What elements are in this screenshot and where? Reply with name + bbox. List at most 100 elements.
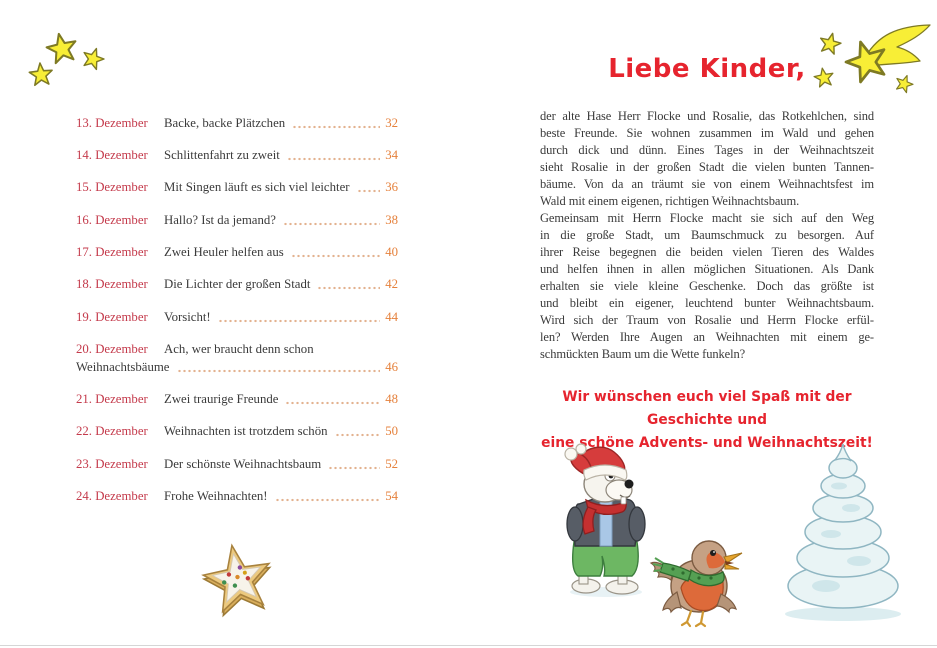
star-icon	[27, 61, 54, 87]
toc-entry-title: Zwei Heuler helfen aus	[164, 245, 284, 259]
toc-entry: 20. Dezember Ach, wer braucht denn schon	[76, 342, 398, 357]
toc-entry: 21. Dezember Zwei traurige Freunde 48	[76, 392, 398, 407]
star-icon	[892, 72, 916, 95]
intro-line: Wird sich der Traum von Rosalie und Herr…	[540, 313, 874, 327]
toc-leader-dots	[282, 222, 381, 226]
intro-line: Gemeinsam mit Herrn Flocke macht sie sic…	[540, 211, 874, 225]
robin-rosalie-illustration	[649, 540, 743, 628]
toc-entry-continuation: Weihnachtsbäume 46	[76, 360, 398, 375]
toc-entry-title: Mit Singen läuft es sich viel leichter	[164, 180, 350, 194]
toc-entry-title: Vorsicht!	[164, 310, 211, 324]
toc-entry-page: 44	[385, 310, 398, 324]
toc-leader-dots	[274, 498, 381, 502]
intro-line: beste Freunde. Sie wohnen zusammen im Wa…	[540, 126, 874, 140]
intro-line: ihrer Reise begegnen die beiden vielen T…	[540, 245, 874, 259]
star-cookie-illustration	[197, 540, 279, 620]
intro-line: und bleibt ein eigener, leuchtend bunter…	[540, 296, 874, 310]
hare-herr-flocke-illustration	[564, 443, 646, 597]
toc-entry-page: 46	[385, 360, 398, 374]
intro-line: bäume. Von da an träumt sie von einem We…	[540, 177, 874, 191]
toc-entry-date: 18. Dezember	[76, 277, 148, 291]
toc-entry-page: 32	[385, 116, 398, 130]
toc-leader-dots	[328, 466, 381, 470]
closing-line: Wir wünschen euch viel Spaß mit der Gesc…	[562, 389, 852, 428]
toc-entry-title: Hallo? Ist da jemand?	[164, 213, 276, 227]
star-icon	[816, 30, 844, 56]
toc-leader-dots	[317, 286, 381, 290]
toc-entry-page: 40	[385, 245, 398, 259]
toc-entry-page: 36	[385, 180, 398, 194]
toc-entry-title: Die Lichter der großen Stadt	[164, 277, 311, 291]
toc-entry-page: 48	[385, 392, 398, 406]
toc-entry: 18. Dezember Die Lichter der großen Stad…	[76, 277, 398, 292]
toc-entry-page: 34	[385, 148, 398, 162]
toc-entry-date: 20. Dezember	[76, 342, 148, 356]
toc-entry: 24. Dezember Frohe Weihnachten! 54	[76, 489, 398, 504]
toc-entry: 22. Dezember Weihnachten ist trotzdem sc…	[76, 424, 398, 439]
toc-leader-dots	[334, 433, 381, 437]
comet-tail-icon	[865, 24, 931, 67]
page-title: Liebe Kinder,	[608, 54, 806, 84]
toc-entry-date: 15. Dezember	[76, 180, 148, 194]
toc-entry-date: 22. Dezember	[76, 424, 148, 438]
hare-icon	[564, 443, 646, 597]
intro-line: in die große Stadt, um Baumschmuck zu be…	[540, 228, 874, 242]
toc-entry-page: 38	[385, 213, 398, 227]
toc-leader-dots	[176, 369, 381, 373]
toc-entry: 17. Dezember Zwei Heuler helfen aus 40	[76, 245, 398, 260]
intro-line: erhalten sie viele kleine Geschenke. Doc…	[540, 279, 874, 293]
toc-entry-page: 42	[385, 277, 398, 291]
intro-text: der alte Hase Herr Flocke und Rosalie, d…	[540, 108, 874, 363]
toc-entry-title: Backe, backe Plätzchen	[164, 116, 286, 130]
toc-entry-date: 23. Dezember	[76, 457, 148, 471]
toc-leader-dots	[292, 125, 381, 129]
star-icon	[79, 44, 108, 72]
toc-entry-page: 52	[385, 457, 398, 471]
stars-top-right-illustration	[812, 24, 931, 95]
toc-entry-date: 16. Dezember	[76, 213, 148, 227]
toc-entry-date: 14. Dezember	[76, 148, 148, 162]
stars-top-left-illustration	[27, 29, 108, 87]
toc-entry-page: 50	[385, 424, 398, 438]
toc-leader-dots	[356, 189, 381, 193]
cookie-icon	[197, 540, 279, 620]
intro-line: und helfen ihnen in allen möglichen Situ…	[540, 262, 874, 276]
toc-entry-date: 19. Dezember	[76, 310, 148, 324]
toc-entry-date: 24. Dezember	[76, 489, 148, 503]
toc-entry-title: Schlittenfahrt zu zweit	[164, 148, 280, 162]
toc-entry-title: Weihnachten ist trotzdem schön	[164, 424, 328, 438]
robin-icon	[649, 540, 743, 628]
intro-line: der alte Hase Herr Flocke und Rosalie, d…	[540, 109, 874, 123]
toc-entry-title: Weihnachtsbäume	[76, 360, 170, 374]
intro-line: len? Werden Ihre Augen an Weihnachten mi…	[540, 330, 874, 344]
toc-leader-dots	[217, 319, 381, 323]
toc-entry: 16. Dezember Hallo? Ist da jemand? 38	[76, 213, 398, 228]
toc-entry: 14. Dezember Schlittenfahrt zu zweit 34	[76, 148, 398, 163]
closing-wish-text: Wir wünschen euch viel Spaß mit der Gesc…	[534, 386, 880, 455]
intro-line: sieht Rosalie in der großen Stadt die vi…	[540, 160, 874, 174]
tree-icon	[785, 443, 901, 621]
toc-entry-date: 13. Dezember	[76, 116, 148, 130]
toc-entry-title: Frohe Weihnachten!	[164, 489, 268, 503]
intro-line: Wald mit einem eigenen, richtigen Weihna…	[540, 194, 800, 208]
toc-leader-dots	[285, 401, 381, 405]
toc-leader-dots	[286, 157, 381, 161]
intro-line: durch dick und dünn. Eines Tages in der …	[540, 143, 874, 157]
star-icon	[43, 29, 81, 66]
christmas-tree-illustration	[785, 443, 901, 621]
toc-entry: 19. Dezember Vorsicht! 44	[76, 310, 398, 325]
toc-entry-date: 21. Dezember	[76, 392, 148, 406]
closing-line: eine schöne Advents- und Weihnachtszeit!	[541, 435, 873, 451]
page-bottom-edge	[0, 645, 937, 646]
toc-entry-title: Zwei traurige Freunde	[164, 392, 279, 406]
toc-entry-date: 17. Dezember	[76, 245, 148, 259]
toc-entry-title: Der schönste Weihnachtsbaum	[164, 457, 322, 471]
toc-entry: 13. Dezember Backe, backe Plätzchen 32	[76, 116, 398, 131]
toc-entry: 15. Dezember Mit Singen läuft es sich vi…	[76, 180, 398, 195]
toc-leader-dots	[290, 254, 381, 258]
toc-entry: 23. Dezember Der schönste Weihnachtsbaum…	[76, 457, 398, 472]
toc-entry-page: 54	[385, 489, 398, 503]
toc-entry-title: Ach, wer braucht denn schon	[164, 342, 314, 356]
intro-line: schmückten Baum um die Wette funkeln?	[540, 347, 746, 361]
